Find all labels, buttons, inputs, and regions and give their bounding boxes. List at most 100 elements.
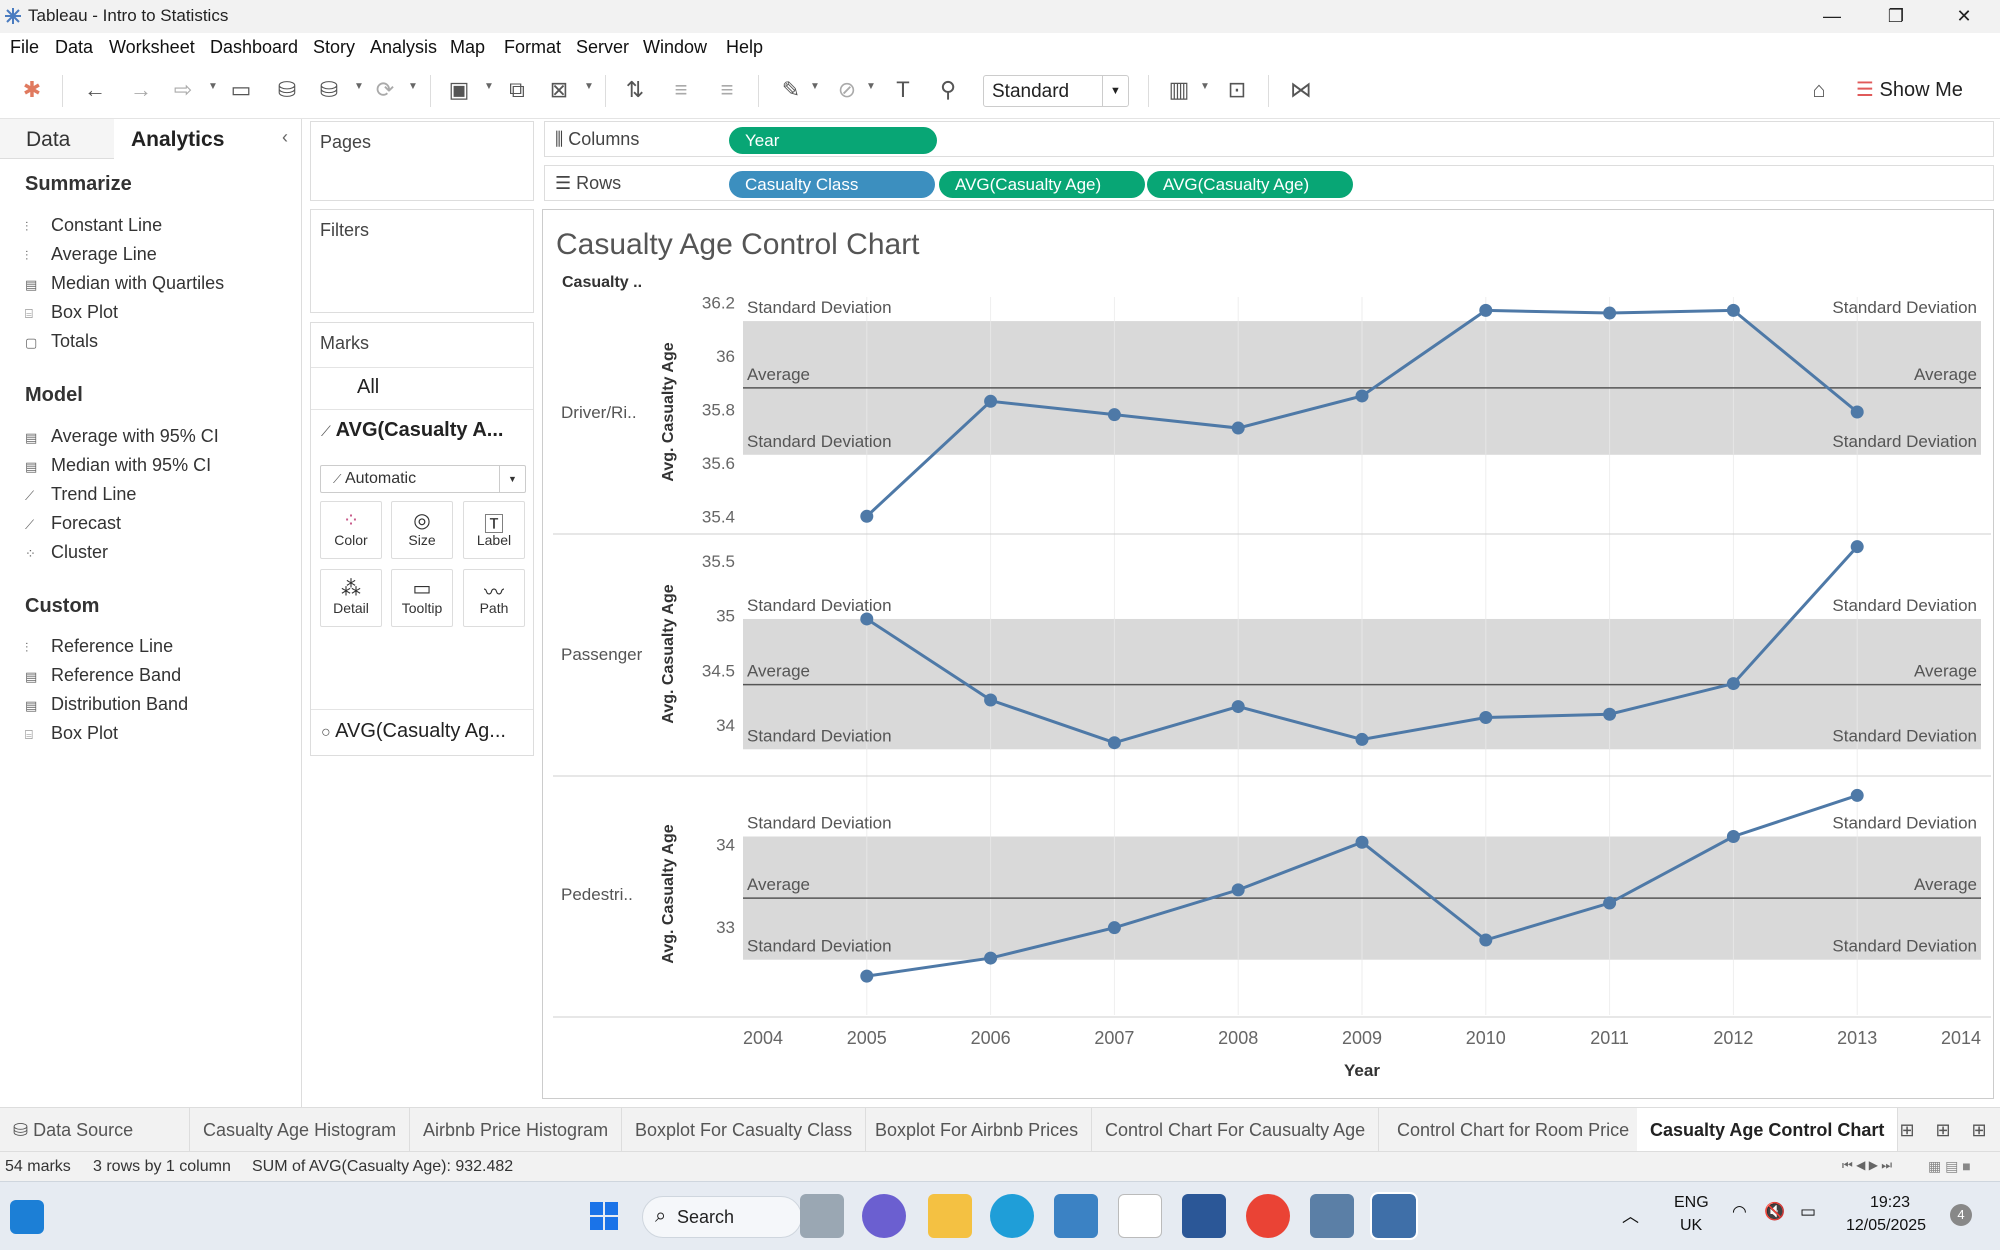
rows-shelf[interactable]: ☰ Rows Casualty Class AVG(Casualty Age) … (544, 165, 1994, 201)
taskbar-search[interactable]: ⌕ Search (642, 1196, 802, 1238)
analytics-item-trend-line[interactable]: ⟋ Trend Line (25, 484, 137, 504)
menu-story[interactable]: Story (313, 37, 356, 57)
pill-avg-casualty-age-1[interactable]: AVG(Casualty Age) (939, 171, 1145, 198)
tableau-active-icon[interactable] (1370, 1192, 1418, 1240)
analytics-item-constant-line[interactable]: ⫶ Constant Line (25, 215, 163, 235)
detail-button[interactable]: ⁂ Detail (320, 569, 382, 627)
marks-measure-2[interactable]: ○ AVG(Casualty Ag... (321, 720, 506, 742)
menu-format[interactable]: Format (504, 37, 562, 57)
replay-icon[interactable]: ⇨ (173, 77, 193, 102)
analytics-item-reference-line[interactable]: ⫶ Reference Line (25, 636, 174, 656)
analytics-item-totals[interactable]: ▢ Totals (25, 331, 99, 351)
show-me-button[interactable]: ☰ Show Me (1856, 77, 1963, 102)
analytics-item-cluster[interactable]: ⁘ Cluster (25, 542, 109, 562)
analytics-item-forecast[interactable]: ⟋ Forecast (25, 513, 122, 533)
pages-card[interactable]: Pages (310, 121, 534, 201)
battery-icon[interactable]: ▭ (1800, 1202, 1817, 1221)
columns-shelf[interactable]: ⫼ Columns Year (544, 121, 1994, 157)
tab-control-chart-room-price[interactable]: Control Chart for Room Price (1384, 1108, 1644, 1152)
show-cards-icon[interactable]: ▥ (1168, 77, 1190, 102)
notepad-icon[interactable] (1118, 1194, 1162, 1238)
size-button[interactable]: ◎ Size (391, 501, 453, 559)
tableau-taskbar-icon[interactable] (1310, 1194, 1354, 1238)
analytics-item-median-quartiles[interactable]: ▤ Median with Quartiles (25, 273, 225, 293)
task-view-icon[interactable] (800, 1194, 844, 1238)
maximize-button[interactable]: ❐ (1887, 6, 1905, 26)
menu-map[interactable]: Map (450, 37, 486, 57)
sort-ascending-icon[interactable]: ≡ (674, 77, 688, 102)
view-toggle-icon[interactable]: ▦ ▤ ■ (1928, 1158, 1971, 1174)
analytics-item-median-ci[interactable]: ▤ Median with 95% CI (25, 455, 212, 475)
swap-icon[interactable]: ⇅ (625, 77, 645, 102)
path-button[interactable]: 〰 Path (463, 569, 525, 627)
tab-boxplot-airbnb-prices[interactable]: Boxplot For Airbnb Prices (862, 1108, 1093, 1152)
widgets-icon[interactable] (10, 1200, 44, 1234)
language-indicator[interactable]: ENG (1674, 1194, 1709, 1211)
fit-dropdown[interactable]: Standard ▼ (983, 75, 1129, 107)
start-icon[interactable] (582, 1194, 626, 1238)
chat-icon[interactable] (862, 1194, 906, 1238)
edge-browser-icon[interactable] (990, 1194, 1034, 1238)
collapse-pane-icon[interactable]: ‹ (282, 127, 288, 147)
minimize-button[interactable]: — (1823, 6, 1841, 26)
notification-badge[interactable]: 4 (1950, 1204, 1972, 1226)
menu-data[interactable]: Data (55, 37, 94, 57)
fix-axes-icon[interactable]: ⚲ (939, 77, 957, 102)
word-icon[interactable] (1182, 1194, 1226, 1238)
new-dashboard-tab-icon[interactable]: ⊞ (1935, 1120, 1951, 1140)
analytics-item-custom-box-plot[interactable]: ⌸ Box Plot (25, 723, 119, 743)
file-explorer-icon[interactable] (928, 1194, 972, 1238)
color-button[interactable]: ⁘ Color (320, 501, 382, 559)
menu-help[interactable]: Help (726, 37, 764, 57)
analytics-item-reference-band[interactable]: ▤ Reference Band (25, 665, 182, 685)
analytics-item-box-plot[interactable]: ⌸ Box Plot (25, 302, 119, 322)
menu-file[interactable]: File (10, 37, 40, 57)
menu-dashboard[interactable]: Dashboard (210, 37, 299, 57)
volume-muted-icon[interactable]: 🔇 (1764, 1202, 1786, 1221)
mark-type-dropdown[interactable]: ⟋ Automatic ▼ (320, 465, 526, 493)
pill-casualty-class[interactable]: Casualty Class (729, 171, 935, 198)
tab-airbnb-price-histogram[interactable]: Airbnb Price Histogram (410, 1108, 623, 1152)
control-chart[interactable]: Standard Deviation Standard Deviation Aver… (543, 210, 1993, 1098)
pill-avg-casualty-age-2[interactable]: AVG(Casualty Age) (1147, 171, 1353, 198)
format-painter-icon[interactable]: ⌂ (1812, 77, 1826, 102)
menu-analysis[interactable]: Analysis (370, 37, 438, 57)
analytics-item-distribution-band[interactable]: ▤ Distribution Band (25, 694, 189, 714)
clock-time[interactable]: 19:23 (1870, 1194, 1911, 1211)
presentation-mode-icon[interactable]: ⊡ (1227, 77, 1247, 102)
tab-data[interactable]: Data (0, 119, 114, 159)
save-icon[interactable]: ▭ (230, 77, 252, 102)
marks-measure-1[interactable]: ⟋ AVG(Casualty A... (321, 419, 504, 441)
tooltip-button[interactable]: ▭ Tooltip (391, 569, 453, 627)
highlight-icon[interactable]: ✎ (781, 77, 801, 102)
tray-chevron-icon[interactable]: ︿ (1622, 1207, 1639, 1226)
menu-server[interactable]: Server (576, 37, 630, 57)
analytics-item-average-ci[interactable]: ▤ Average with 95% CI (25, 426, 219, 446)
new-datasource-icon[interactable]: ⛁ (277, 77, 297, 102)
menu-window[interactable]: Window (643, 37, 708, 57)
tab-casualty-age-histogram[interactable]: Casualty Age Histogram (190, 1108, 411, 1152)
clear-sheet-icon[interactable]: ⊠ (549, 77, 569, 102)
pill-year[interactable]: Year (729, 127, 937, 154)
sort-descending-icon[interactable]: ≡ (720, 77, 734, 102)
sheet-nav-icon[interactable]: ⏮ ◀ ▶ ⏭ (1842, 1158, 1893, 1172)
menu-worksheet[interactable]: Worksheet (109, 37, 195, 57)
marks-all[interactable]: All (357, 376, 380, 398)
tableau-home-icon[interactable]: ✱ (22, 77, 42, 102)
tab-control-chart-causualty-age[interactable]: Control Chart For Causualty Age (1092, 1108, 1380, 1152)
tab-analytics[interactable]: Analytics (131, 128, 225, 151)
close-button[interactable]: ✕ (1956, 6, 1972, 26)
new-worksheet-icon[interactable]: ▣ (448, 77, 470, 102)
analytics-item-average-line[interactable]: ⫶ Average Line (25, 244, 157, 264)
tab-casualty-age-control-chart[interactable]: Casualty Age Control Chart (1637, 1108, 1899, 1152)
pause-updates-icon[interactable]: ⛁ (319, 77, 339, 102)
filters-card[interactable]: Filters (310, 209, 534, 313)
new-worksheet-tab-icon[interactable]: ⊞ (1899, 1120, 1915, 1140)
tab-data-source[interactable]: ⛁ Data Source (0, 1108, 190, 1152)
share-icon[interactable]: ⋈ (1290, 77, 1312, 102)
group-members-icon[interactable]: ⊘ (837, 77, 857, 102)
redo-icon[interactable]: → (130, 77, 152, 102)
undo-icon[interactable]: ← (84, 77, 106, 102)
refresh-icon[interactable]: ⟳ (375, 77, 395, 102)
tab-boxplot-casualty-class[interactable]: Boxplot For Casualty Class (622, 1108, 867, 1152)
